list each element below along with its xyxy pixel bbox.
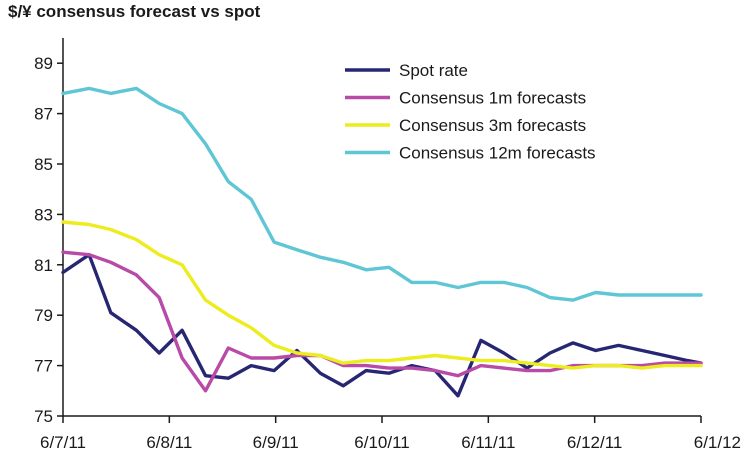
axes: 75 77 79 81 83 85 87 89 6/7/11 6/8/11 6/9/11 6/10/1… — [34, 38, 741, 452]
x-tick-label: 6/11/11 — [461, 433, 515, 452]
y-tick-label: 87 — [34, 105, 53, 124]
legend-label: Consensus 1m forecasts — [399, 89, 586, 108]
series-line-4 — [61, 86, 703, 302]
y-tick-label: 83 — [34, 205, 53, 224]
y-tick-label: 81 — [34, 256, 53, 275]
series-line-1 — [61, 252, 703, 398]
y-tick-label: 79 — [34, 306, 53, 325]
legend-label: Consensus 3m forecasts — [399, 116, 586, 135]
y-tick-label: 89 — [34, 54, 53, 73]
x-tick-label: 6/7/11 — [40, 433, 86, 452]
legend-label: Spot rate — [399, 61, 468, 80]
x-tick-label: 6/10/11 — [354, 433, 409, 452]
y-tick-label: 75 — [34, 407, 53, 426]
y-tick-label: 85 — [34, 155, 53, 174]
x-tick-label: 6/9/11 — [253, 433, 299, 452]
y-tick-label: 77 — [34, 357, 53, 376]
chart-title: $/¥ consensus forecast vs spot — [8, 2, 261, 21]
legend: Spot rate Consensus 1m forecasts Consensus… — [345, 61, 596, 163]
x-tick-label: 6/8/11 — [146, 433, 192, 452]
series-line-3 — [61, 220, 703, 370]
x-tick-label: 6/12/11 — [567, 433, 622, 452]
series-line-2 — [61, 250, 703, 393]
x-tick-label: 6/1/12 — [694, 433, 741, 452]
legend-label: Consensus 12m forecasts — [399, 144, 596, 163]
series-layer — [61, 86, 703, 398]
